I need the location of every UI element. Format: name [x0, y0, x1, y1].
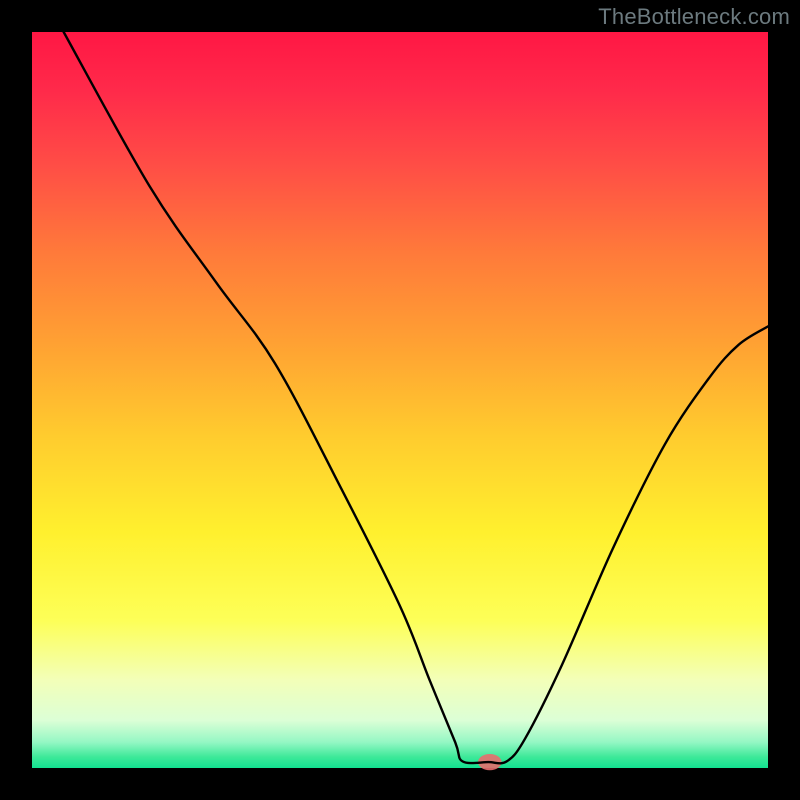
chart-container: TheBottleneck.com: [0, 0, 800, 800]
plot-background: [32, 32, 768, 768]
bottleneck-chart: [0, 0, 800, 800]
watermark-text: TheBottleneck.com: [598, 4, 790, 30]
